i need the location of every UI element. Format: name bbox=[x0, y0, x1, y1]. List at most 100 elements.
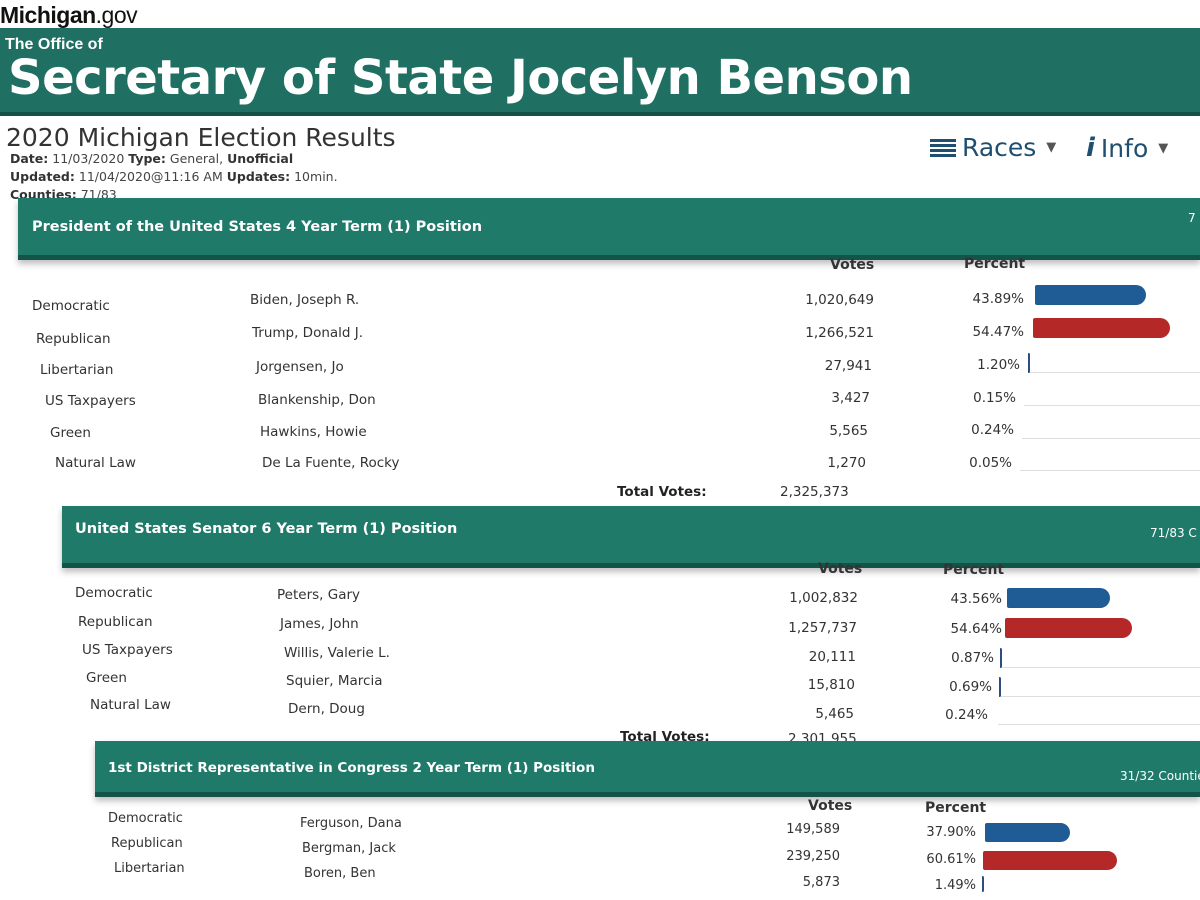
votes-cell: 239,250 bbox=[786, 849, 840, 864]
bar-track bbox=[1022, 438, 1200, 439]
candidate-cell: De La Fuente, Rocky bbox=[262, 455, 400, 471]
vote-share-bar bbox=[1000, 648, 1002, 668]
bar-track bbox=[1024, 405, 1200, 406]
percent-cell: 43.89% bbox=[972, 291, 1024, 307]
top-strip bbox=[0, 0, 1200, 30]
race-header-congress-1st-district[interactable] bbox=[95, 741, 1200, 797]
votes-column-header: Votes bbox=[818, 561, 863, 577]
race-title: United States Senator 6 Year Term (1) Po… bbox=[75, 521, 458, 537]
candidate-cell: Biden, Joseph R. bbox=[250, 292, 360, 308]
votes-cell: 1,266,521 bbox=[805, 325, 874, 341]
party-cell: US Taxpayers bbox=[45, 393, 136, 409]
election-title: 2020 Michigan Election Results bbox=[6, 123, 396, 152]
votes-cell: 15,810 bbox=[807, 677, 855, 693]
bar-track bbox=[1030, 372, 1200, 373]
header-banner bbox=[0, 28, 1200, 116]
percent-cell: 1.49% bbox=[934, 878, 976, 893]
party-cell: Natural Law bbox=[55, 455, 136, 471]
party-cell: Green bbox=[50, 425, 91, 441]
votes-cell: 1,020,649 bbox=[805, 292, 874, 308]
vote-share-bar bbox=[1028, 353, 1030, 373]
votes-cell: 1,257,737 bbox=[788, 620, 857, 636]
bar-track bbox=[998, 724, 1200, 725]
caret-down-icon: ▼ bbox=[1046, 140, 1057, 155]
candidate-cell: Dern, Doug bbox=[288, 701, 365, 717]
races-menu-button[interactable]: Races ▼ bbox=[930, 133, 1056, 162]
percent-cell: 0.24% bbox=[971, 422, 1014, 438]
vote-share-bar bbox=[1005, 618, 1132, 638]
party-cell: Republican bbox=[111, 836, 183, 851]
vote-share-bar bbox=[1035, 285, 1146, 305]
vote-share-bar bbox=[1033, 318, 1170, 338]
info-menu-button[interactable]: i Info ▼ bbox=[1086, 133, 1168, 163]
percent-cell: 54.64% bbox=[950, 621, 1002, 637]
race-counties: 31/32 Countie bbox=[1120, 769, 1200, 783]
party-cell: Republican bbox=[78, 614, 153, 630]
candidate-cell: Peters, Gary bbox=[277, 587, 361, 603]
list-icon bbox=[930, 138, 956, 157]
candidate-cell: Trump, Donald J. bbox=[252, 325, 364, 341]
info-icon: i bbox=[1086, 133, 1095, 163]
party-cell: US Taxpayers bbox=[82, 642, 173, 658]
election-updated-line: Updated: 11/04/2020@11:16 AM Updates: 10… bbox=[10, 169, 338, 184]
page-title: Secretary of State Jocelyn Benson bbox=[8, 50, 913, 106]
race-counties: 7 bbox=[1188, 211, 1196, 225]
party-cell: Democratic bbox=[32, 298, 110, 314]
percent-cell: 60.61% bbox=[926, 852, 976, 867]
percent-cell: 37.90% bbox=[926, 825, 976, 840]
votes-cell: 20,111 bbox=[808, 649, 856, 665]
candidate-cell: Willis, Valerie L. bbox=[284, 645, 390, 661]
party-cell: Democratic bbox=[108, 811, 183, 826]
party-cell: Libertarian bbox=[114, 861, 185, 876]
percent-cell: 54.47% bbox=[972, 324, 1024, 340]
party-cell: Republican bbox=[36, 331, 111, 347]
race-counties: 71/83 C bbox=[1150, 526, 1197, 540]
percent-cell: 1.20% bbox=[977, 357, 1020, 373]
percent-cell: 43.56% bbox=[950, 591, 1002, 607]
votes-cell: 149,589 bbox=[786, 822, 840, 837]
bar-track bbox=[1002, 667, 1200, 668]
race-header-senator[interactable] bbox=[62, 506, 1200, 568]
votes-cell: 3,427 bbox=[831, 390, 870, 406]
candidate-cell: Jorgensen, Jo bbox=[256, 359, 344, 375]
caret-down-icon: ▼ bbox=[1158, 140, 1169, 156]
total-votes-value: 2,325,373 bbox=[780, 484, 849, 500]
candidate-cell: Hawkins, Howie bbox=[260, 424, 367, 440]
candidate-cell: Boren, Ben bbox=[304, 866, 376, 881]
percent-cell: 0.05% bbox=[969, 455, 1012, 471]
info-label: Info bbox=[1100, 133, 1149, 163]
votes-column-header: Votes bbox=[808, 798, 853, 814]
percent-column-header: Percent bbox=[943, 562, 1005, 578]
vote-share-bar bbox=[1007, 588, 1110, 608]
percent-cell: 0.24% bbox=[945, 707, 988, 723]
percent-column-header: Percent bbox=[964, 256, 1026, 272]
votes-column-header: Votes bbox=[830, 257, 875, 273]
vote-share-bar bbox=[985, 823, 1070, 842]
election-date-line: Date: 11/03/2020 Type: General, Unoffici… bbox=[10, 151, 294, 166]
vote-share-bar bbox=[983, 851, 1117, 870]
party-cell: Libertarian bbox=[40, 362, 114, 378]
votes-cell: 1,270 bbox=[827, 455, 866, 471]
total-votes-label: Total Votes: bbox=[617, 484, 707, 500]
bar-track bbox=[1001, 696, 1200, 697]
party-cell: Green bbox=[86, 670, 127, 686]
votes-cell: 5,565 bbox=[829, 423, 868, 439]
races-label: Races bbox=[962, 133, 1037, 162]
candidate-cell: Blankenship, Don bbox=[258, 392, 376, 408]
votes-cell: 27,941 bbox=[824, 358, 872, 374]
candidate-cell: Bergman, Jack bbox=[302, 841, 396, 856]
percent-column-header: Percent bbox=[925, 800, 987, 816]
candidate-cell: Ferguson, Dana bbox=[300, 816, 402, 831]
percent-cell: 0.15% bbox=[973, 390, 1016, 406]
candidate-cell: Squier, Marcia bbox=[286, 673, 383, 689]
vote-share-bar bbox=[999, 677, 1001, 697]
race-title: 1st District Representative in Congress … bbox=[108, 760, 595, 776]
votes-cell: 1,002,832 bbox=[789, 590, 858, 606]
candidate-cell: James, John bbox=[280, 616, 359, 632]
race-header-president[interactable] bbox=[18, 198, 1200, 260]
percent-cell: 0.69% bbox=[949, 679, 992, 695]
votes-cell: 5,465 bbox=[815, 706, 854, 722]
office-of-label: The Office of bbox=[5, 36, 103, 53]
votes-cell: 5,873 bbox=[802, 875, 840, 890]
michigan-gov-logo[interactable]: Michigan.gov bbox=[0, 2, 138, 28]
